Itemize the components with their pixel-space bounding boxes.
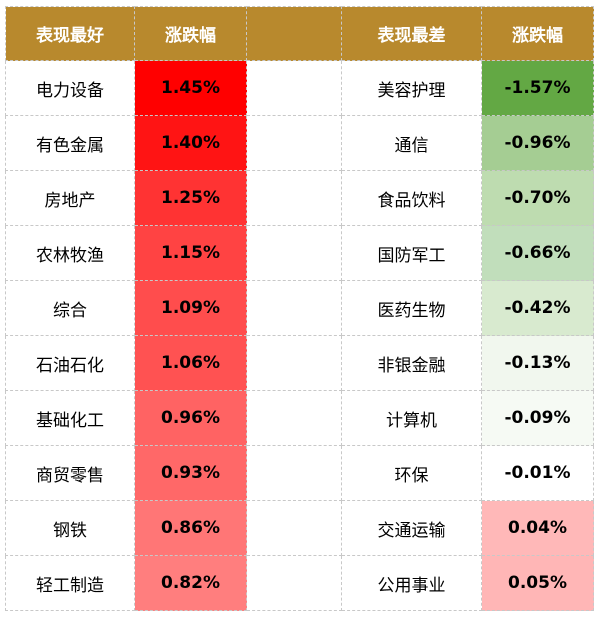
header-worst-change: 涨跌幅 [481,6,594,61]
table-row: 房地产 1.25% 食品饮料 -0.70% [5,170,594,226]
best-change-cell: 1.09% [134,280,247,336]
best-sector-cell: 有色金属 [5,115,135,171]
worst-sector-cell: 环保 [341,445,482,501]
header-spacer [246,6,342,61]
best-sector-cell: 石油石化 [5,335,135,391]
best-change-cell: 1.06% [134,335,247,391]
spacer-cell [246,170,342,226]
worst-sector-cell: 美容护理 [341,60,482,116]
worst-sector-cell: 计算机 [341,390,482,446]
table-row: 基础化工 0.96% 计算机 -0.09% [5,390,594,446]
best-change-cell: 0.93% [134,445,247,501]
best-sector-cell: 综合 [5,280,135,336]
best-change-cell: 0.96% [134,390,247,446]
best-sector-cell: 基础化工 [5,390,135,446]
spacer-cell [246,445,342,501]
best-sector-cell: 商贸零售 [5,445,135,501]
best-change-cell: 1.25% [134,170,247,226]
worst-change-cell: 0.05% [481,555,594,611]
header-best-change: 涨跌幅 [134,6,247,61]
best-change-cell: 1.45% [134,60,247,116]
worst-change-cell: -0.42% [481,280,594,336]
spacer-cell [246,225,342,281]
worst-change-cell: -0.70% [481,170,594,226]
best-sector-cell: 电力设备 [5,60,135,116]
worst-change-cell: -0.96% [481,115,594,171]
worst-change-cell: -0.13% [481,335,594,391]
table-row: 石油石化 1.06% 非银金融 -0.13% [5,335,594,391]
spacer-cell [246,60,342,116]
worst-sector-cell: 食品饮料 [341,170,482,226]
worst-change-cell: -0.01% [481,445,594,501]
table-row: 轻工制造 0.82% 公用事业 0.05% [5,555,594,611]
table-row: 有色金属 1.40% 通信 -0.96% [5,115,594,171]
header-best: 表现最好 [5,6,135,61]
worst-sector-cell: 国防军工 [341,225,482,281]
header-row: 表现最好 涨跌幅 表现最差 涨跌幅 [5,6,594,61]
header-worst: 表现最差 [341,6,482,61]
table-row: 综合 1.09% 医药生物 -0.42% [5,280,594,336]
worst-sector-cell: 公用事业 [341,555,482,611]
spacer-cell [246,500,342,556]
best-sector-cell: 钢铁 [5,500,135,556]
table-row: 商贸零售 0.93% 环保 -0.01% [5,445,594,501]
worst-sector-cell: 通信 [341,115,482,171]
worst-change-cell: -0.09% [481,390,594,446]
spacer-cell [246,390,342,446]
best-change-cell: 0.86% [134,500,247,556]
best-sector-cell: 轻工制造 [5,555,135,611]
worst-change-cell: -1.57% [481,60,594,116]
best-change-cell: 0.82% [134,555,247,611]
worst-sector-cell: 非银金融 [341,335,482,391]
spacer-cell [246,335,342,391]
worst-change-cell: -0.66% [481,225,594,281]
sector-performance-table: 表现最好 涨跌幅 表现最差 涨跌幅 电力设备 1.45% 美容护理 -1.57% 有色金… [5,6,594,611]
best-sector-cell: 房地产 [5,170,135,226]
table-row: 钢铁 0.86% 交通运输 0.04% [5,500,594,556]
spacer-cell [246,115,342,171]
best-sector-cell: 农林牧渔 [5,225,135,281]
worst-change-cell: 0.04% [481,500,594,556]
worst-sector-cell: 交通运输 [341,500,482,556]
table-body: 电力设备 1.45% 美容护理 -1.57% 有色金属 1.40% 通信 -0.96% 房地产 1… [5,60,594,611]
table-row: 农林牧渔 1.15% 国防军工 -0.66% [5,225,594,281]
best-change-cell: 1.15% [134,225,247,281]
table-row: 电力设备 1.45% 美容护理 -1.57% [5,60,594,116]
worst-sector-cell: 医药生物 [341,280,482,336]
spacer-cell [246,555,342,611]
best-change-cell: 1.40% [134,115,247,171]
spacer-cell [246,280,342,336]
